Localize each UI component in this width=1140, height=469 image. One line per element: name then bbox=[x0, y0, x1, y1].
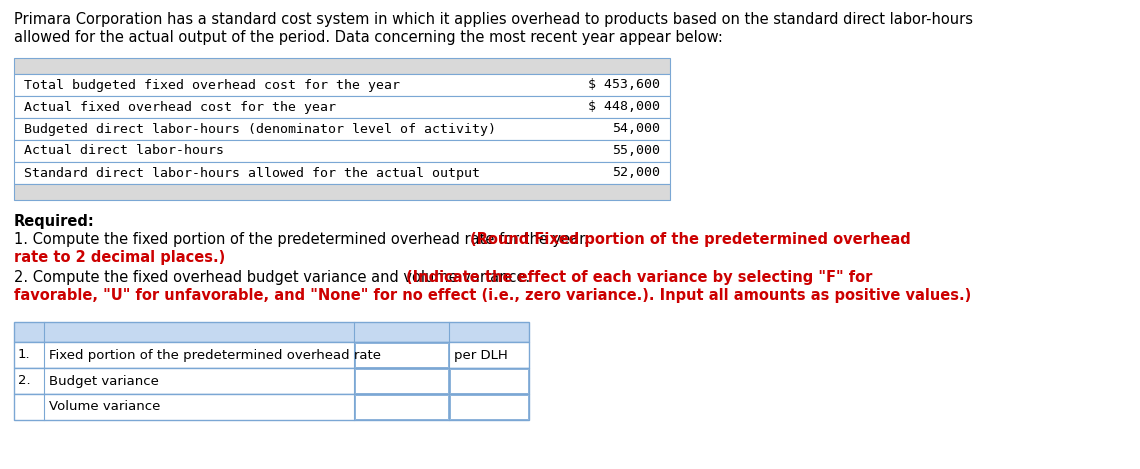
Text: Fixed portion of the predetermined overhead rate: Fixed portion of the predetermined overh… bbox=[49, 348, 381, 362]
Text: Actual direct labor-hours: Actual direct labor-hours bbox=[24, 144, 223, 158]
Bar bbox=[14, 342, 529, 368]
Bar bbox=[355, 343, 448, 367]
Text: rate to 2 decimal places.): rate to 2 decimal places.) bbox=[14, 250, 226, 265]
Bar bbox=[14, 74, 670, 96]
Text: 55,000: 55,000 bbox=[612, 144, 660, 158]
Text: $ 453,600: $ 453,600 bbox=[588, 78, 660, 91]
Bar bbox=[355, 395, 448, 419]
Bar bbox=[14, 118, 670, 140]
Bar bbox=[14, 394, 529, 420]
Text: 2. Compute the fixed overhead budget variance and volume variance.: 2. Compute the fixed overhead budget var… bbox=[14, 270, 535, 285]
Text: $ 448,000: $ 448,000 bbox=[588, 100, 660, 113]
Text: Standard direct labor-hours allowed for the actual output: Standard direct labor-hours allowed for … bbox=[24, 166, 480, 180]
Text: 52,000: 52,000 bbox=[612, 166, 660, 180]
Text: Budgeted direct labor-hours (denominator level of activity): Budgeted direct labor-hours (denominator… bbox=[24, 122, 496, 136]
Text: 54,000: 54,000 bbox=[612, 122, 660, 136]
Bar bbox=[14, 368, 529, 394]
Text: Budget variance: Budget variance bbox=[49, 375, 158, 387]
Text: Actual fixed overhead cost for the year: Actual fixed overhead cost for the year bbox=[24, 100, 336, 113]
Text: 1. Compute the fixed portion of the predetermined overhead rate for the year.: 1. Compute the fixed portion of the pred… bbox=[14, 232, 593, 247]
Bar bbox=[14, 58, 670, 74]
Bar bbox=[14, 162, 670, 184]
Text: 2.: 2. bbox=[18, 375, 31, 387]
Bar bbox=[450, 395, 528, 419]
Bar bbox=[450, 369, 528, 393]
Bar bbox=[14, 140, 670, 162]
Text: Required:: Required: bbox=[14, 214, 95, 229]
Text: per DLH: per DLH bbox=[454, 348, 507, 362]
Text: Primara Corporation has a standard cost system in which it applies overhead to p: Primara Corporation has a standard cost … bbox=[14, 12, 974, 27]
Bar bbox=[355, 369, 448, 393]
Text: Total budgeted fixed overhead cost for the year: Total budgeted fixed overhead cost for t… bbox=[24, 78, 400, 91]
Text: 1.: 1. bbox=[18, 348, 31, 362]
Text: (Round Fixed portion of the predetermined overhead: (Round Fixed portion of the predetermine… bbox=[471, 232, 911, 247]
Text: favorable, "U" for unfavorable, and "None" for no effect (i.e., zero variance.).: favorable, "U" for unfavorable, and "Non… bbox=[14, 288, 971, 303]
Text: (Indicate the effect of each variance by selecting "F" for: (Indicate the effect of each variance by… bbox=[406, 270, 872, 285]
Bar bbox=[14, 322, 529, 342]
Text: allowed for the actual output of the period. Data concerning the most recent yea: allowed for the actual output of the per… bbox=[14, 30, 723, 45]
Bar bbox=[14, 184, 670, 200]
Text: Volume variance: Volume variance bbox=[49, 401, 161, 414]
Bar bbox=[14, 96, 670, 118]
